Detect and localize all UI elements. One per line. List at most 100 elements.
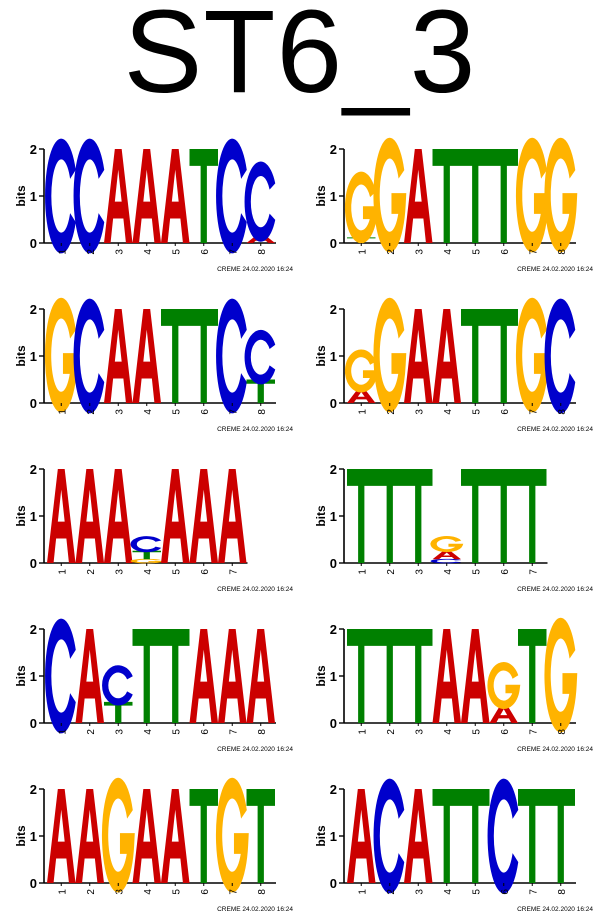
x-tick-label: 4 [143, 249, 154, 255]
x-tick-label: 2 [386, 569, 397, 575]
y-tick-label: 2 [30, 622, 37, 637]
logo-letter-A [104, 309, 133, 403]
y-tick-label: 1 [30, 349, 37, 364]
logo-letter-A [161, 149, 190, 243]
logo-letter-T [347, 629, 376, 723]
logo-letter-A [432, 309, 461, 403]
logo-letter-G [215, 777, 249, 893]
page-title: ST6_3 [123, 0, 477, 118]
x-tick-label: 8 [257, 889, 268, 895]
logo-letter-A [246, 234, 275, 243]
logo-letter-A [432, 550, 461, 560]
x-tick-label: 6 [500, 409, 511, 415]
x-tick-label: 7 [528, 889, 539, 895]
y-tick-label: 2 [330, 462, 337, 477]
y-tick-label: 1 [30, 189, 37, 204]
logo-letter-T [518, 469, 547, 563]
y-tick-label: 2 [30, 462, 37, 477]
logo-letter-T [461, 309, 490, 403]
x-tick-label: 2 [386, 249, 397, 255]
x-tick-label: 7 [528, 409, 539, 415]
y-tick-label: 1 [330, 829, 337, 844]
x-tick-label: 1 [57, 249, 68, 255]
y-tick-label: 2 [330, 142, 337, 157]
x-tick-label: 1 [57, 569, 68, 575]
logo-letter-G [130, 558, 164, 564]
logo-letter-C [216, 298, 247, 414]
x-tick-label: 5 [171, 249, 182, 255]
logo-1: 0 1 2 bits 1 2 3 4 5 6 7 8 CREME 24.02.2020 16:24 [0, 135, 293, 275]
logo-3: 0 1 2 bits 1 2 3 4 5 6 7 8 CREME 24.02.2020 16:24 [0, 295, 293, 435]
logo-letter-A [347, 388, 376, 403]
logo-letter-T [161, 629, 190, 723]
y-tick-label: 2 [330, 622, 337, 637]
x-tick-label: 8 [557, 889, 568, 895]
x-tick-label: 5 [171, 889, 182, 895]
x-tick-label: 7 [228, 409, 239, 415]
logo-6: 0 1 2 bits 1 2 3 4 5 6 7 CREME 24.02.2020 16:24 [300, 455, 593, 595]
x-tick-label: 4 [143, 729, 154, 735]
logo-letter-G [544, 137, 578, 253]
y-tick-label: 1 [330, 349, 337, 364]
logo-letter-A [161, 789, 190, 883]
logo-letter-T [161, 309, 190, 403]
y-tick-label: 0 [330, 876, 337, 891]
logo-letter-G [515, 297, 549, 413]
y-tick-label: 0 [30, 716, 37, 731]
y-axis-label: bits [14, 505, 28, 527]
x-tick-label: 3 [114, 409, 125, 415]
logo-letter-G [373, 137, 407, 253]
logo-footer: CREME 24.02.2020 16:24 [517, 746, 593, 753]
x-tick-label: 8 [257, 409, 268, 415]
logo-letter-G [344, 349, 378, 393]
x-tick-label: 1 [57, 729, 68, 735]
y-axis-label: bits [314, 665, 328, 687]
x-tick-label: 8 [557, 409, 568, 415]
x-tick-label: 6 [500, 889, 511, 895]
logo-footer: CREME 24.02.2020 16:24 [517, 266, 593, 273]
logo-8: 0 1 2 bits 1 2 3 4 5 6 7 8 CREME 24.02.2020 16:24 [300, 615, 593, 755]
logo-letter-T [246, 379, 275, 403]
logo-letter-T [104, 701, 133, 723]
x-tick-label: 5 [471, 409, 482, 415]
logo-letter-T [461, 469, 490, 563]
logo-7: 0 1 2 bits 1 2 3 4 5 6 7 8 CREME 24.02.2020 16:24 [0, 615, 293, 755]
logo-letter-A [347, 789, 376, 883]
x-tick-label: 6 [500, 729, 511, 735]
logo-letter-T [132, 550, 161, 560]
x-tick-label: 2 [86, 569, 97, 575]
x-tick-label: 3 [114, 569, 125, 575]
logo-letter-C [216, 138, 247, 254]
x-tick-label: 6 [200, 409, 211, 415]
y-tick-label: 0 [30, 876, 37, 891]
x-tick-label: 4 [443, 729, 454, 735]
logo-letter-A [432, 629, 461, 723]
logo-letter-A [132, 789, 161, 883]
x-tick-label: 8 [557, 249, 568, 255]
logo-letter-C [73, 138, 105, 254]
x-tick-label: 5 [171, 569, 182, 575]
logo-letter-C [244, 161, 276, 242]
y-axis-label: bits [314, 825, 328, 847]
x-tick-label: 7 [228, 889, 239, 895]
x-tick-label: 4 [443, 889, 454, 895]
x-tick-label: 8 [257, 729, 268, 735]
logo-letter-T [518, 629, 547, 723]
logo-letter-A [189, 629, 218, 723]
logo-letter-T [189, 309, 218, 403]
x-tick-label: 4 [143, 889, 154, 895]
x-tick-label: 2 [86, 249, 97, 255]
logo-letter-A [218, 629, 247, 723]
logo-letter-A [404, 149, 433, 243]
x-tick-label: 8 [257, 249, 268, 255]
logo-letter-A [104, 469, 133, 563]
logo-letter-A [189, 469, 218, 563]
logo-letter-G [544, 617, 578, 733]
y-tick-label: 1 [330, 669, 337, 684]
y-tick-label: 0 [30, 556, 37, 571]
logo-footer: CREME 24.02.2020 16:24 [217, 426, 293, 433]
